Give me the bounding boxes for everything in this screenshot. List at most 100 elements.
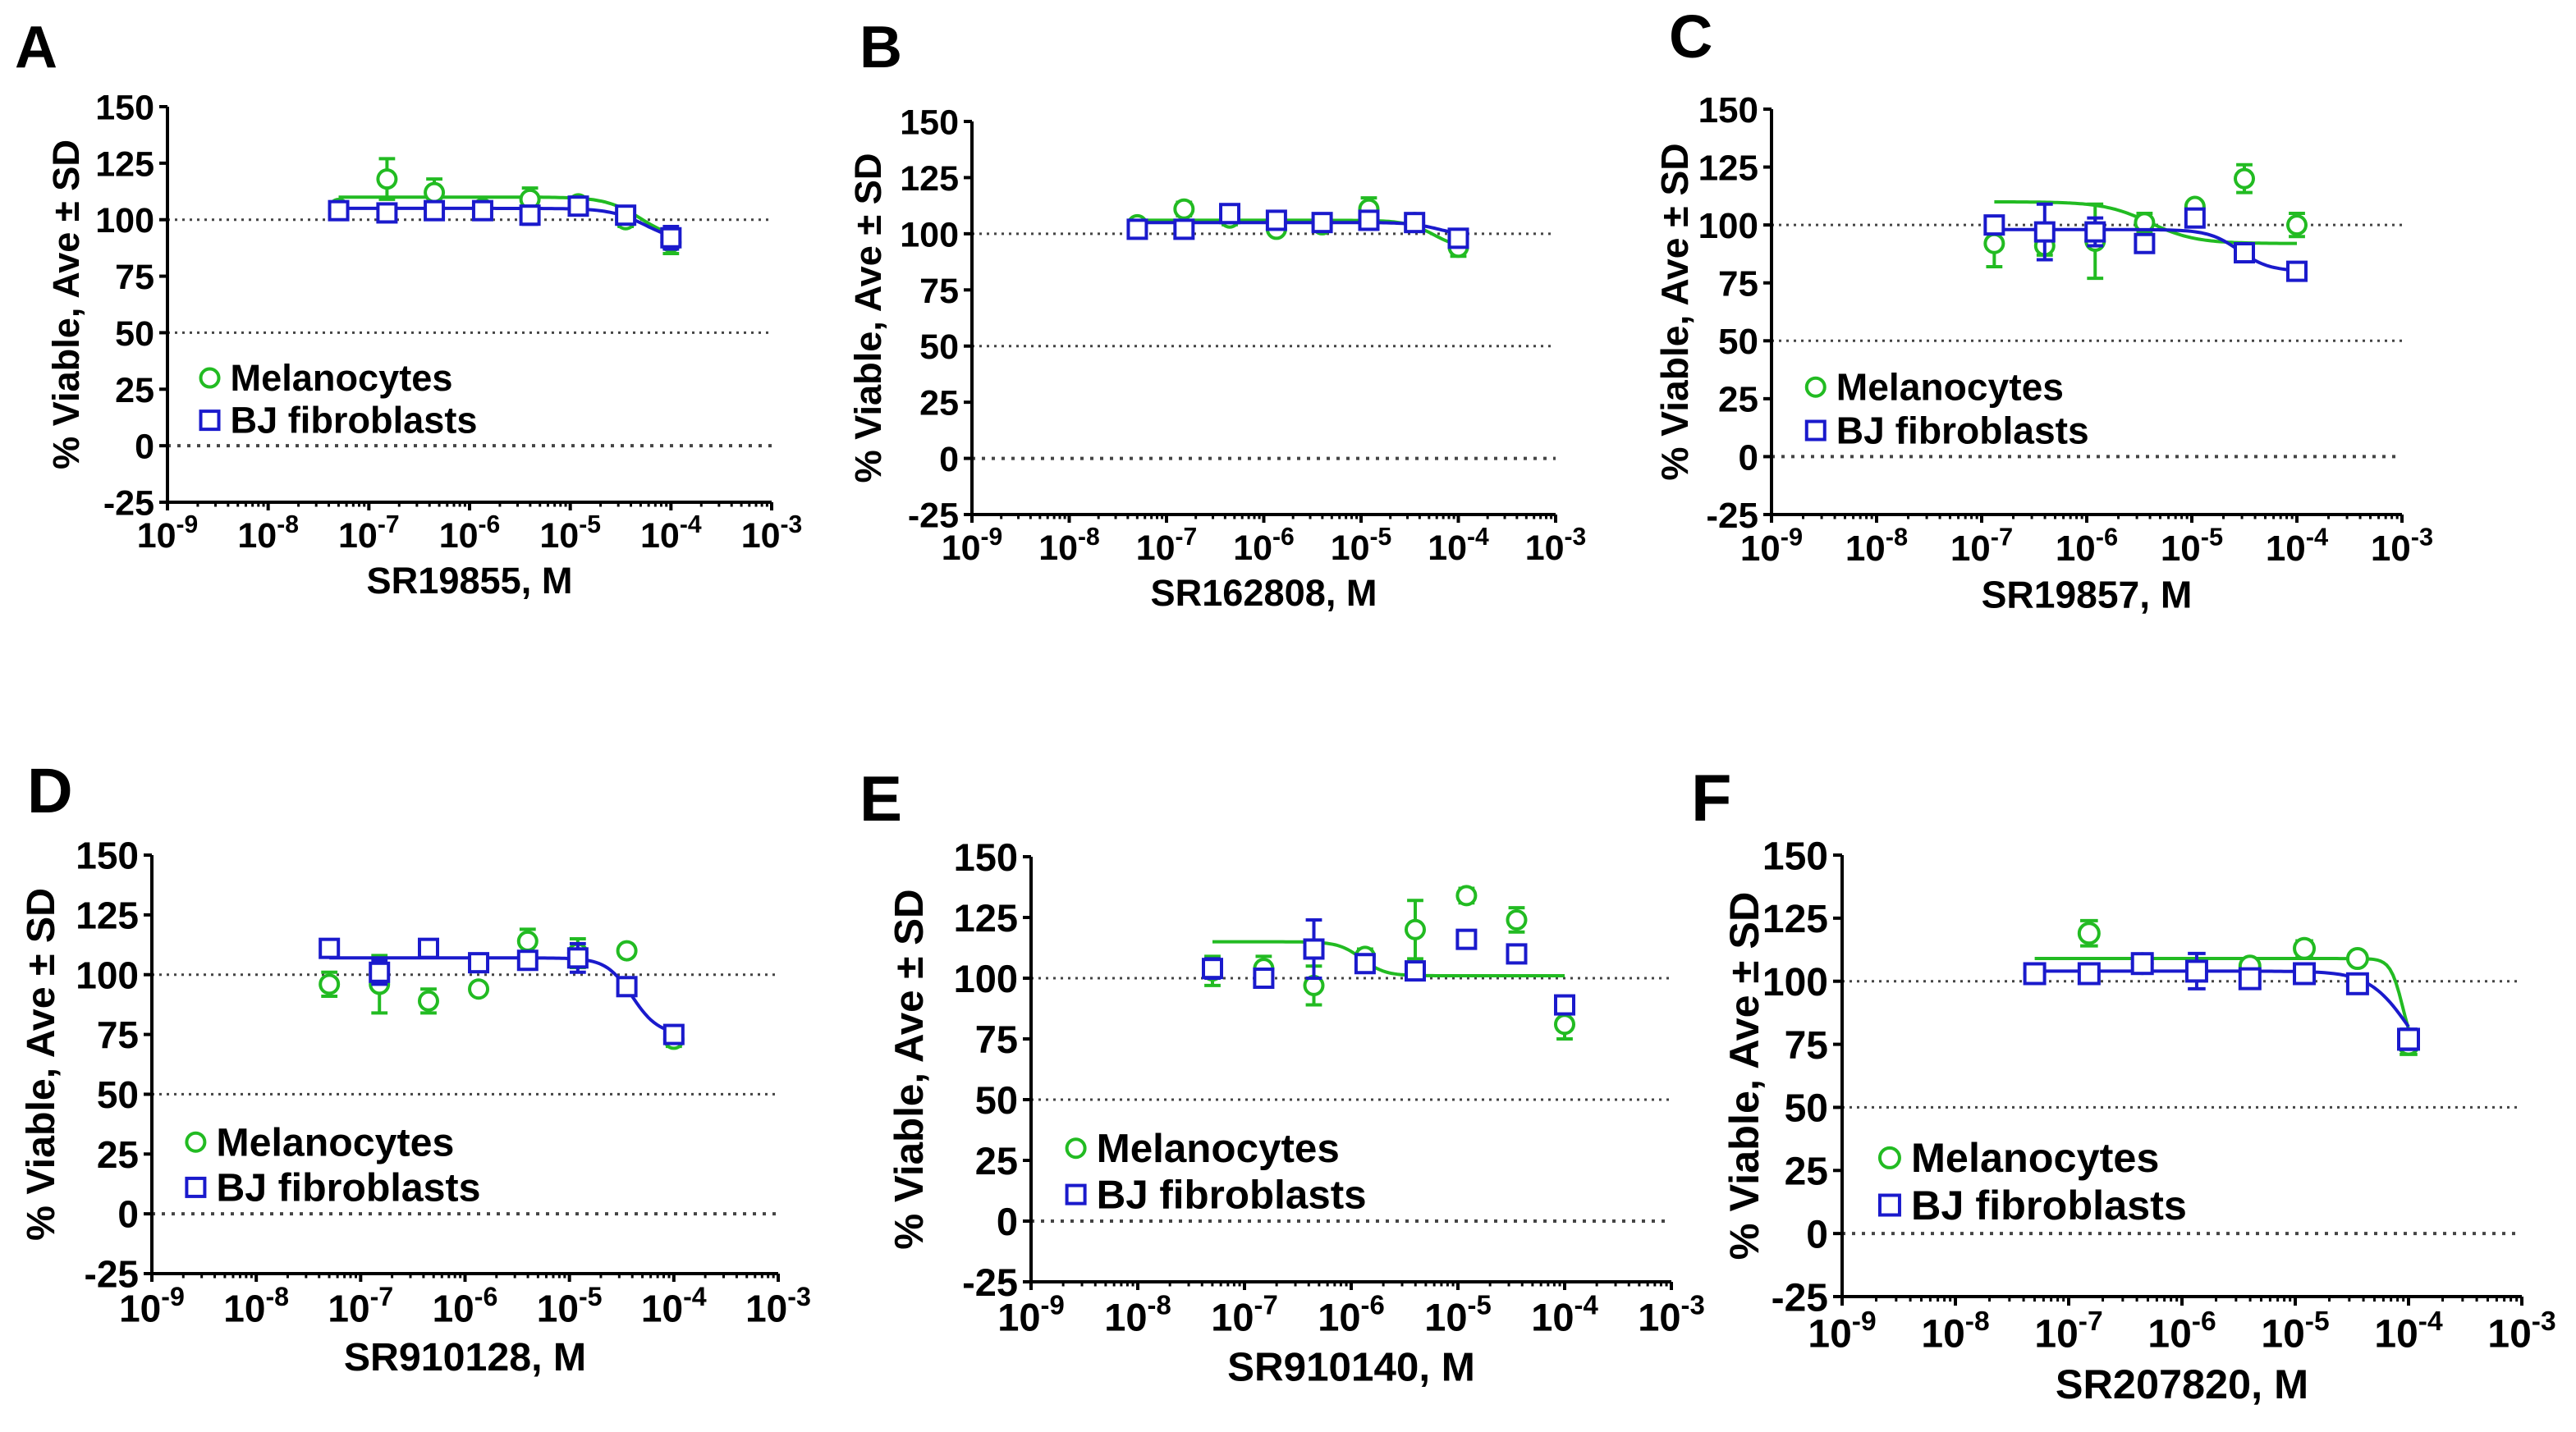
- legend-circle-marker: [1804, 376, 1827, 398]
- data-point: [1253, 968, 1275, 989]
- y-tick-label: 125: [1698, 148, 1758, 188]
- data-point: [417, 990, 439, 1012]
- x-axis-title: SR207820, M: [2056, 1361, 2308, 1407]
- data-point: [1983, 214, 2005, 236]
- y-axis-title: % Viable, Ave ± SD: [1653, 143, 1696, 480]
- y-axis-title: % Viable, Ave ± SD: [45, 140, 87, 469]
- y-axis-title: % Viable, Ave ± SD: [19, 888, 63, 1241]
- x-tick-label: 10-5: [1424, 1290, 1492, 1339]
- data-point: [2077, 962, 2101, 986]
- legend-label: Melanocytes: [1097, 1126, 1340, 1171]
- data-point: [567, 195, 589, 217]
- y-tick-label: 50: [975, 1078, 1018, 1122]
- x-tick-label: 10-3: [2487, 1306, 2555, 1356]
- legend-circle-marker: [199, 367, 221, 389]
- y-tick-label: 125: [95, 144, 154, 184]
- fit-curve: [1212, 940, 1565, 977]
- x-axis-title: SR19857, M: [1982, 573, 2193, 615]
- data-point: [2293, 962, 2317, 986]
- data-point: [1404, 212, 1426, 234]
- y-tick-label: -25: [1706, 496, 1758, 536]
- panel-label: C: [1669, 2, 1712, 71]
- data-point: [2023, 962, 2047, 986]
- x-tick-label: 10-9: [137, 511, 199, 556]
- x-tick-label: 10-6: [1233, 524, 1295, 568]
- series-bj-fibroblasts: [1983, 202, 2308, 282]
- panel-d: D -25 0 25 50 75 100 125 150 10-9 10-8 10-7 10-6 10-5…: [19, 756, 811, 1379]
- data-point: [2345, 947, 2369, 971]
- y-tick-label: 100: [900, 215, 959, 254]
- x-tick-label: 10-8: [223, 1282, 289, 1329]
- panel-label: A: [15, 15, 57, 80]
- series-bj-fibroblasts: [2023, 951, 2420, 1051]
- panel-label: D: [27, 756, 73, 826]
- data-point: [2286, 260, 2308, 282]
- x-tick-label: 10-9: [1740, 523, 1803, 569]
- data-point: [1554, 994, 1575, 1016]
- data-point: [1173, 218, 1195, 240]
- y-tick-label: 75: [975, 1018, 1018, 1061]
- data-point: [2130, 952, 2154, 976]
- data-point: [2134, 212, 2156, 234]
- data-point: [319, 973, 341, 995]
- y-tick-label: 100: [95, 201, 154, 240]
- panel-e: E -25 0 25 50 75 100 125 150 10-9 10-8 10-7 10-6 10-5…: [859, 762, 1705, 1389]
- legend-label: Melanocytes: [231, 357, 453, 399]
- y-tick-label: 0: [997, 1200, 1018, 1243]
- x-tick-label: 10-3: [1638, 1290, 1705, 1339]
- y-tick-label: 125: [954, 896, 1018, 940]
- x-axis-title: SR19855, M: [367, 560, 573, 602]
- y-tick-label: 50: [1718, 322, 1758, 362]
- data-point: [417, 937, 439, 959]
- y-tick-label: 0: [117, 1193, 139, 1236]
- x-tick-label: 10-8: [1038, 524, 1100, 568]
- data-point: [1506, 908, 1528, 931]
- y-axis-title: % Viable, Ave ± SD: [847, 153, 889, 483]
- data-point: [516, 930, 539, 952]
- x-tick-label: 10-8: [1845, 523, 1908, 569]
- y-tick-label: 25: [115, 371, 154, 410]
- data-point: [376, 202, 398, 224]
- series-bj-fibroblasts: [1126, 203, 1469, 249]
- data-point: [2077, 922, 2101, 945]
- legend-square-marker: [1065, 1183, 1087, 1206]
- x-tick-label: 10-4: [1428, 524, 1489, 568]
- y-tick-label: 125: [76, 894, 139, 936]
- y-tick-label: 75: [1785, 1024, 1828, 1068]
- x-tick-label: 10-6: [2056, 523, 2118, 569]
- x-tick-label: 10-6: [2147, 1306, 2216, 1356]
- x-tick-label: 10-5: [2261, 1306, 2329, 1356]
- legend-label: Melanocytes: [1836, 366, 2064, 409]
- series-bj-fibroblasts: [328, 195, 682, 251]
- y-tick-label: 75: [115, 258, 154, 297]
- y-tick-label: 50: [1785, 1087, 1828, 1131]
- y-tick-label: 0: [1739, 437, 1758, 478]
- series-bj-fibroblasts: [1202, 917, 1575, 1016]
- data-point: [2293, 936, 2317, 960]
- data-point: [1219, 203, 1241, 225]
- y-tick-label: 150: [900, 103, 959, 142]
- x-tick-label: 10-6: [1318, 1290, 1385, 1339]
- x-tick-label: 10-3: [741, 511, 803, 556]
- x-axis-title: SR910140, M: [1227, 1344, 1475, 1389]
- data-point: [2286, 214, 2308, 236]
- data-point: [660, 226, 682, 249]
- y-tick-label: 100: [954, 957, 1018, 1000]
- data-point: [468, 978, 490, 1000]
- x-tick-label: 10-8: [1104, 1290, 1171, 1339]
- y-tick-label: -25: [1772, 1276, 1828, 1320]
- x-tick-label: 10-7: [2034, 1306, 2102, 1356]
- x-tick-label: 10-9: [119, 1282, 185, 1329]
- data-point: [2345, 972, 2369, 995]
- x-tick-label: 10-6: [439, 511, 501, 556]
- data-point: [1311, 212, 1333, 234]
- legend-circle-marker: [1877, 1146, 1901, 1169]
- x-tick-label: 10-5: [1331, 524, 1392, 568]
- x-tick-label: 10-4: [2374, 1306, 2443, 1356]
- data-point: [1554, 1013, 1575, 1036]
- legend-label: BJ fibroblasts: [1097, 1173, 1367, 1218]
- y-tick-label: 25: [975, 1139, 1018, 1183]
- data-point: [1983, 232, 2005, 254]
